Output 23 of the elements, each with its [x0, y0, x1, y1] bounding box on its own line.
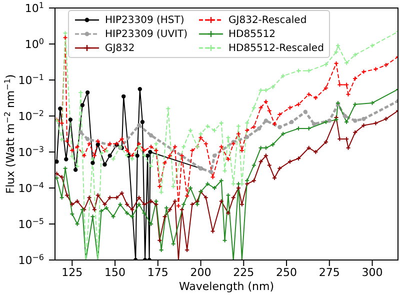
y-tick-label: 10$^{1}$	[24, 0, 44, 15]
x-tick-label: 250	[276, 266, 298, 279]
y-tick-label: 10$^{−3}$	[18, 144, 44, 159]
y-tick-label: 10$^{−4}$	[18, 180, 44, 195]
y-tick-label: 10$^{−6}$	[18, 252, 44, 267]
legend-label: GJ832	[105, 42, 135, 54]
y-tick-label: 10$^{−1}$	[18, 72, 44, 87]
x-tick-label: 150	[104, 266, 126, 279]
x-tick-label: 125	[62, 266, 83, 279]
x-axis-title: Wavelength (nm)	[178, 280, 274, 293]
legend-label: GJ832-Rescaled	[228, 14, 307, 26]
legend-label: HIP23309 (HST)	[105, 14, 184, 26]
y-tick-label: 10$^{−2}$	[18, 108, 44, 123]
x-tick-label: 225	[233, 266, 254, 279]
x-tick-label: 275	[318, 266, 340, 279]
x-tick-label: 300	[362, 266, 383, 279]
y-tick-label: 10$^{−5}$	[18, 216, 44, 231]
y-tick-label: 10$^{0}$	[24, 36, 44, 51]
x-tick-label: 200	[190, 266, 212, 279]
x-tick-label: 175	[147, 266, 168, 279]
legend-label: HD85512	[228, 28, 276, 40]
legend-label: HIP23309 (UVIT)	[105, 28, 188, 40]
legend-label: HD85512-Rescaled	[228, 42, 324, 54]
